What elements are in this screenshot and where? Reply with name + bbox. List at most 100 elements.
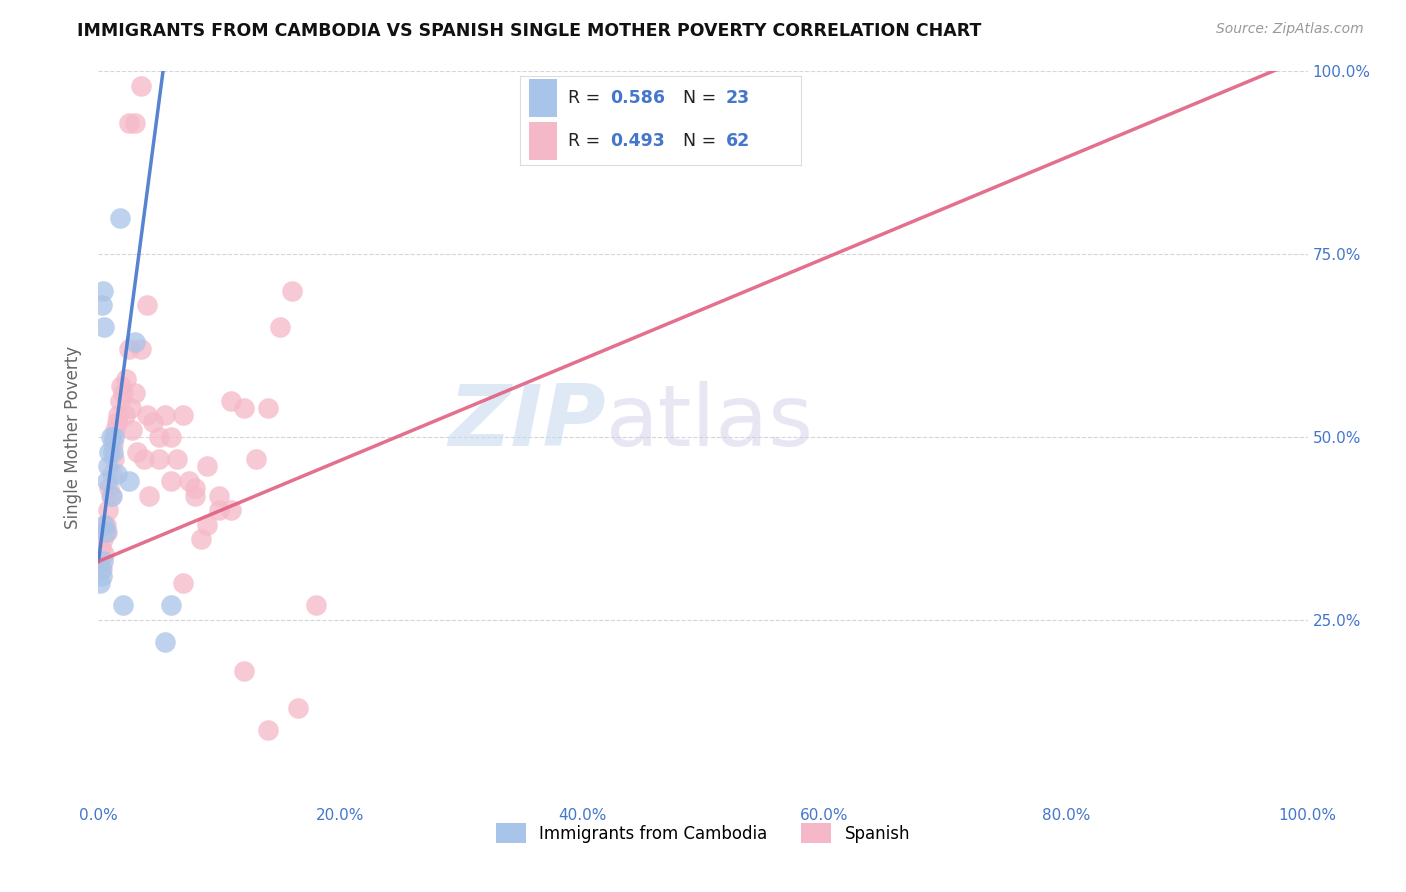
Point <box>190 533 212 547</box>
Point <box>91 554 114 568</box>
Point <box>90 562 112 576</box>
Text: atlas: atlas <box>606 381 814 464</box>
Point <box>91 533 114 547</box>
Point <box>195 459 218 474</box>
Point <box>115 371 138 385</box>
Point <box>97 503 120 517</box>
Point <box>153 408 176 422</box>
Point <box>94 517 117 532</box>
Text: 23: 23 <box>725 89 749 107</box>
Point <box>138 489 160 503</box>
Point <box>105 467 128 481</box>
Point <box>256 723 278 737</box>
Point <box>232 401 254 415</box>
Point <box>153 635 176 649</box>
Point <box>111 386 134 401</box>
Point <box>90 540 112 554</box>
Point <box>105 416 128 430</box>
Point <box>160 474 183 488</box>
Point <box>93 547 115 561</box>
Point <box>127 444 149 458</box>
Text: N =: N = <box>683 89 723 107</box>
Point <box>184 481 207 495</box>
Point <box>256 401 278 415</box>
Point <box>93 517 115 532</box>
Text: R =: R = <box>568 89 606 107</box>
Point <box>91 298 114 312</box>
Text: IMMIGRANTS FROM CAMBODIA VS SPANISH SINGLE MOTHER POVERTY CORRELATION CHART: IMMIGRANTS FROM CAMBODIA VS SPANISH SING… <box>77 22 981 40</box>
Text: 0.493: 0.493 <box>610 132 665 150</box>
Text: 0.586: 0.586 <box>610 89 665 107</box>
Point <box>148 430 170 444</box>
Point <box>221 393 243 408</box>
Point <box>103 430 125 444</box>
Text: R =: R = <box>568 132 606 150</box>
Point <box>124 386 146 401</box>
Point <box>118 115 141 129</box>
Point <box>245 452 267 467</box>
Point <box>195 517 218 532</box>
Point <box>121 423 143 437</box>
Point <box>208 503 231 517</box>
Point <box>172 576 194 591</box>
Point <box>103 452 125 467</box>
Text: Source: ZipAtlas.com: Source: ZipAtlas.com <box>1216 22 1364 37</box>
Point <box>135 298 157 312</box>
Point <box>108 393 131 408</box>
Point <box>129 78 152 93</box>
Point <box>269 320 291 334</box>
Point <box>129 343 152 357</box>
Bar <box>529 79 557 117</box>
Point <box>111 599 134 613</box>
Point <box>172 408 194 422</box>
Point <box>124 334 146 349</box>
Point <box>93 320 115 334</box>
Point <box>281 284 304 298</box>
Point <box>114 408 136 422</box>
Point <box>107 408 129 422</box>
Point <box>134 452 156 467</box>
Point <box>100 489 122 503</box>
Point <box>305 599 328 613</box>
Text: 62: 62 <box>725 132 749 150</box>
Point <box>135 408 157 422</box>
Point <box>100 489 122 503</box>
Point <box>166 452 188 467</box>
Text: N =: N = <box>683 132 723 150</box>
Point <box>179 474 201 488</box>
Point <box>124 115 146 129</box>
Point <box>221 503 243 517</box>
Point <box>118 474 141 488</box>
Bar <box>529 122 557 160</box>
Point <box>184 489 207 503</box>
Legend: Immigrants from Cambodia, Spanish: Immigrants from Cambodia, Spanish <box>489 817 917 849</box>
Text: ZIP: ZIP <box>449 381 606 464</box>
Point <box>96 474 118 488</box>
Point <box>94 525 117 540</box>
Point <box>91 284 114 298</box>
Point <box>232 664 254 678</box>
Point <box>148 452 170 467</box>
Point <box>91 562 114 576</box>
Point <box>101 444 124 458</box>
Point <box>118 343 141 357</box>
Point <box>120 401 142 415</box>
Y-axis label: Single Mother Poverty: Single Mother Poverty <box>65 345 83 529</box>
Point <box>89 554 111 568</box>
Point <box>98 481 121 495</box>
Point <box>89 576 111 591</box>
Point <box>101 437 124 451</box>
Point <box>142 416 165 430</box>
Point <box>98 444 121 458</box>
Point <box>160 599 183 613</box>
Point <box>160 430 183 444</box>
Point <box>97 459 120 474</box>
Point <box>91 569 114 583</box>
Point <box>104 423 127 437</box>
Point <box>110 379 132 393</box>
Point <box>108 211 131 225</box>
Point <box>96 525 118 540</box>
Point <box>100 430 122 444</box>
Point <box>100 467 122 481</box>
Point <box>287 700 309 714</box>
